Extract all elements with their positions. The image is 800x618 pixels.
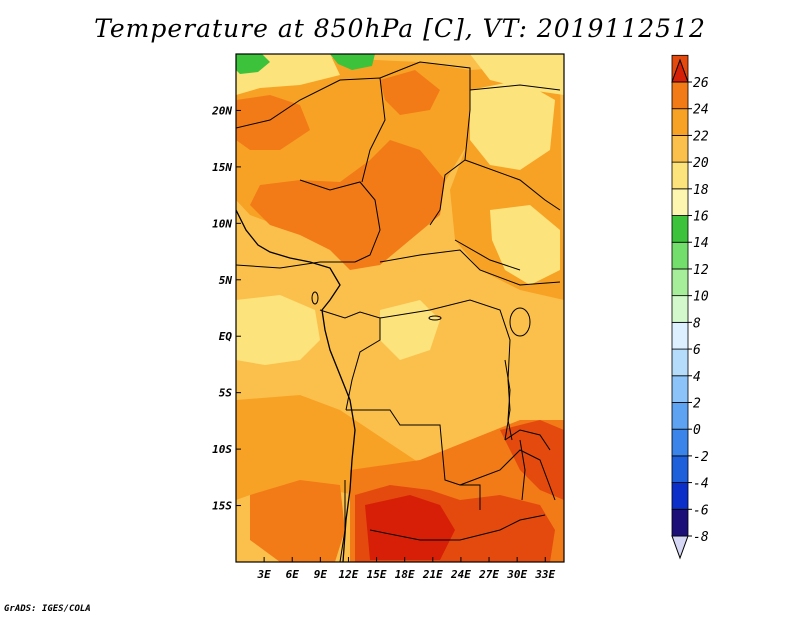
map-frame	[235, 53, 565, 563]
colorbar-band	[671, 455, 689, 483]
x-tick-label: 24E	[450, 568, 471, 581]
colorbar-label: 22	[693, 129, 709, 144]
colorbar-band	[671, 188, 689, 216]
colorbar-label: 8	[693, 316, 701, 331]
x-tick-label: 30E	[506, 568, 527, 581]
field-sahara-cold	[236, 54, 270, 74]
field-north-core	[380, 70, 440, 115]
lakes	[311, 291, 531, 501]
colorbar-band	[671, 161, 689, 190]
field-congo	[320, 285, 540, 420]
colorbar-band	[671, 295, 689, 323]
colorbar-label: 10	[693, 290, 709, 305]
colorbar-band	[671, 348, 689, 377]
colorbar-band	[671, 428, 689, 457]
colorbar-band	[671, 482, 689, 510]
latitude-axis: 20N 15N 10N 5N EQ 5S 10S 15S	[211, 104, 241, 513]
country-boundaries	[236, 61, 561, 562]
colorbar-band	[671, 81, 689, 110]
colorbar-label: -8	[693, 530, 709, 545]
colorbar-band	[671, 135, 689, 163]
y-tick-label: 10S	[212, 443, 232, 456]
colorbar-label: 14	[693, 236, 709, 251]
x-tick-label: 6E	[286, 568, 300, 581]
y-tick-label: 10N	[212, 217, 232, 230]
field-kalahari-peak	[365, 495, 455, 560]
x-tick-label: 21E	[422, 568, 443, 581]
coastline	[236, 209, 356, 562]
colorbar-band	[671, 241, 689, 270]
y-tick-label: 15N	[212, 161, 232, 174]
x-tick-label: 18E	[395, 568, 415, 581]
colorbar-band	[671, 268, 689, 297]
colorbar-band	[671, 215, 689, 243]
y-tick-label: 15S	[212, 500, 232, 513]
colorbar-label: 2	[693, 396, 701, 411]
colorbar-band	[671, 375, 689, 403]
field-west-core	[236, 95, 310, 150]
colorbar-label: 16	[693, 210, 709, 225]
colorbar-label: 12	[693, 263, 709, 278]
field-sudan-cool-2	[490, 205, 560, 285]
x-tick-label: 15E	[367, 568, 387, 581]
colorbar-band	[671, 402, 689, 430]
field-sudan-cool	[470, 80, 555, 170]
longitude-axis: 3E 6E 9E 12E 15E 18E 21E 24E 27E 30E 33E	[256, 557, 556, 581]
colorbar-label: 6	[693, 343, 701, 358]
credit-label: GrADS: IGES/COLA	[4, 604, 91, 614]
colorbar-band	[671, 508, 689, 537]
colorbar-label: 4	[693, 370, 701, 385]
x-tick-label: 3E	[256, 568, 271, 581]
x-tick-label: 27E	[478, 568, 499, 581]
y-tick-label: 5S	[219, 387, 233, 400]
field-sahara-cold-2	[330, 54, 375, 70]
field-congo-cool	[380, 300, 440, 360]
colorbar-label: -4	[693, 477, 709, 492]
y-tick-label: 5N	[219, 274, 233, 287]
colorbar-band	[671, 108, 689, 136]
colorbar-label: 24	[693, 103, 709, 118]
colorbar-label: -6	[693, 503, 709, 518]
colorbar-band	[671, 321, 689, 350]
colorbar-label: 26	[693, 76, 709, 91]
x-tick-label: 9E	[314, 568, 328, 581]
x-tick-label: 33E	[534, 568, 555, 581]
y-tick-label: EQ	[219, 330, 233, 343]
field-guinea-cool	[236, 295, 320, 365]
x-tick-label: 12E	[339, 568, 359, 581]
field-sw-hot	[250, 480, 345, 562]
map-title: Temperature at 850hPa [C], VT: 201911251…	[94, 14, 706, 43]
y-tick-label: 20N	[211, 104, 232, 117]
colorbar-label: -2	[693, 450, 709, 465]
temperature-field	[236, 54, 564, 562]
field-desert-cool-east	[470, 54, 564, 95]
colorbar-label: 18	[693, 183, 709, 198]
colorbar-label: 20	[693, 156, 709, 171]
colorbar-label: 0	[693, 423, 701, 438]
colorbar-under-arrow	[671, 535, 689, 560]
colorbar-over-arrow	[671, 58, 689, 83]
field-nigeria-core	[250, 140, 445, 270]
